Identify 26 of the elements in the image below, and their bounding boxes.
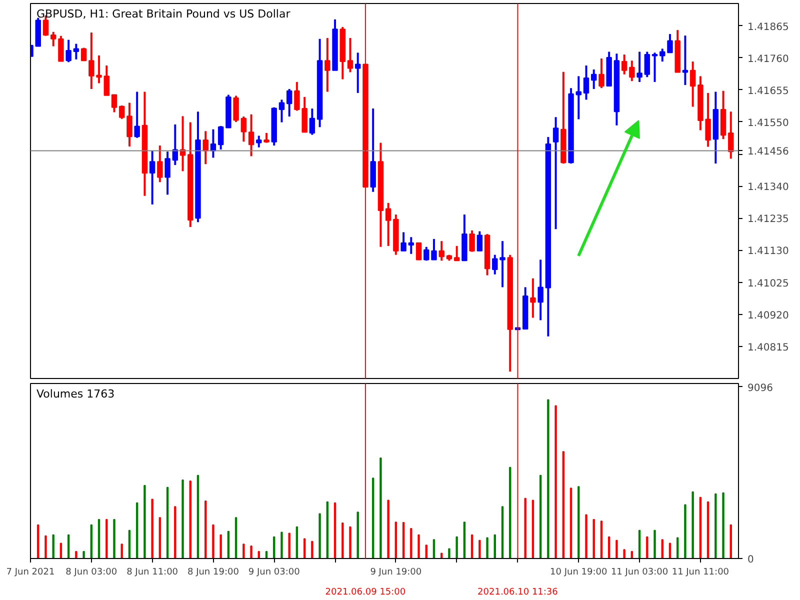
x-tick-label: 11 Jun 03:00 — [610, 568, 668, 578]
x-tick-label: 8 Jun 03:00 — [66, 568, 118, 578]
x-tick-label: 10 Jun 19:00 — [550, 568, 608, 578]
x-tick-label: 7 Jun 2021 — [6, 568, 55, 578]
chart-title: GBPUSD, H1: Great Britain Pound vs US Dollar — [36, 8, 291, 20]
x-tick-label: 8 Jun 19:00 — [187, 568, 240, 578]
ref-line-label: 2021.06.10 11:36 — [478, 588, 558, 598]
y-tick-label: 1.41865 — [748, 22, 789, 33]
x-tick-label: 11 Jun 11:00 — [672, 568, 730, 578]
y-tick-label: 1.41760 — [748, 54, 789, 65]
y-tick-label: 1.41550 — [748, 118, 789, 129]
x-tick-label: 9 Jun 03:00 — [248, 568, 300, 578]
y-tick-label: 1.41655 — [748, 86, 789, 97]
y-tick-label: 1.41025 — [748, 278, 789, 290]
ref-line-label: 2021.06.09 15:00 — [325, 588, 406, 598]
x-tick-label: 8 Jun 11:00 — [126, 568, 178, 578]
ref-line-label: 1.41456 — [748, 146, 789, 158]
y-tick-label: 1.40920 — [748, 310, 789, 322]
y-tick-label: 0 — [748, 554, 754, 566]
y-tick-label: 1.41235 — [748, 214, 789, 226]
chart-title: Volumes 1763 — [36, 388, 115, 400]
y-tick-label: 1.41340 — [748, 182, 789, 194]
y-tick-label: 1.41130 — [748, 246, 789, 258]
x-tick-label: 9 Jun 19:00 — [370, 568, 422, 578]
y-tick-label: 9096 — [748, 382, 773, 394]
y-tick-label: 1.40815 — [748, 342, 789, 354]
